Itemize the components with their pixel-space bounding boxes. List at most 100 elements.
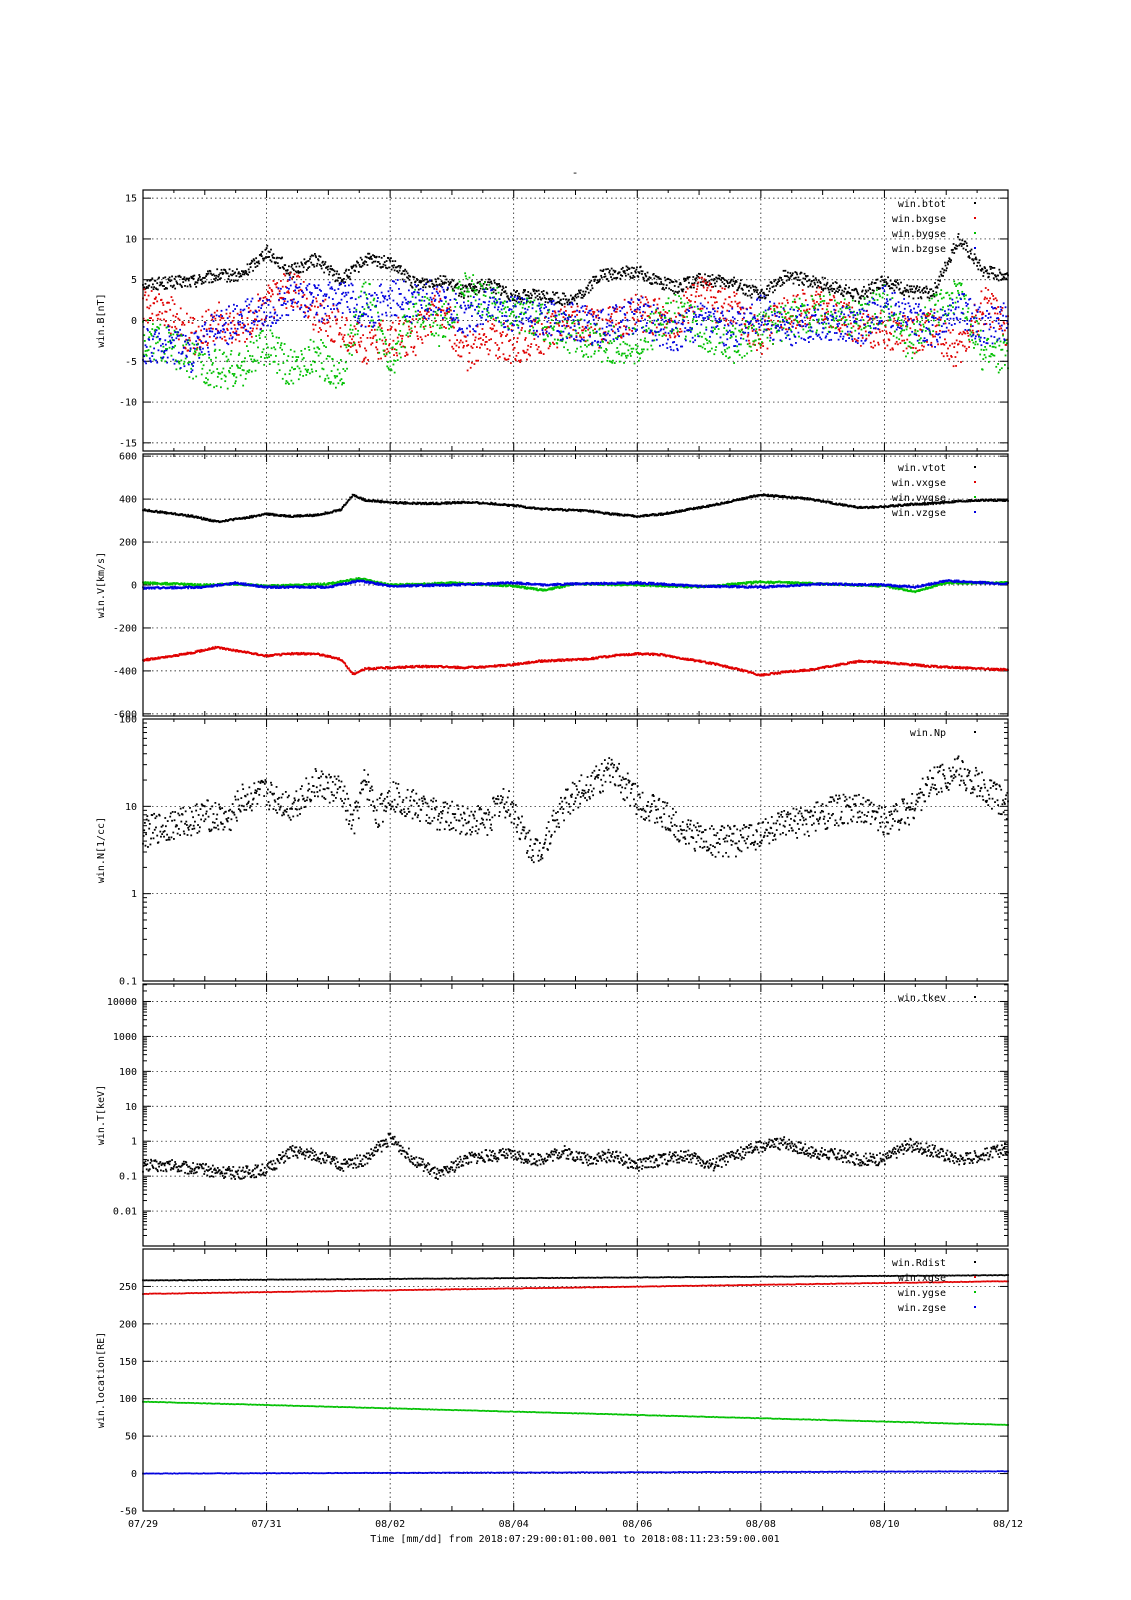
series-points bbox=[142, 493, 1009, 677]
series-points bbox=[142, 755, 1009, 864]
y-axis-label: win.N[1/cc] bbox=[96, 817, 107, 883]
y-axis-label: win.location[RE] bbox=[96, 1332, 107, 1428]
panel-4: 10000 1000 100 10 1 0.1 0.01 win.T[keV] win.tkev bbox=[96, 983, 1009, 1247]
legend-entry: win.bygse bbox=[892, 229, 946, 240]
y-tick-label: -10 bbox=[119, 398, 137, 409]
plot-frame bbox=[142, 189, 1009, 452]
series-win.ygse bbox=[142, 1400, 1009, 1426]
legend-marker bbox=[974, 1291, 976, 1293]
legend-marker bbox=[974, 202, 976, 204]
y-tick-label: 600 bbox=[119, 452, 137, 463]
legend-marker bbox=[974, 1261, 976, 1263]
y-tick-label: 0 bbox=[131, 316, 137, 327]
legend-entry: win.btot bbox=[898, 199, 946, 210]
y-tick-label: 15 bbox=[125, 194, 137, 205]
plot-frame bbox=[142, 1248, 1009, 1512]
y-tick-label: -50 bbox=[119, 1507, 137, 1518]
legend-entry: win.vzgse bbox=[892, 508, 946, 519]
legend-marker bbox=[974, 1276, 976, 1278]
legend: win.vtot win.vxgse win.vygse win.vzgse bbox=[892, 463, 976, 519]
y-tick-label: 100 bbox=[119, 1394, 137, 1405]
series-win.vzgse bbox=[142, 579, 1009, 590]
y-tick-label: -400 bbox=[113, 666, 137, 677]
series-points bbox=[142, 1132, 1009, 1180]
y-tick-label: 100 bbox=[119, 1067, 137, 1078]
y-tick-label: 150 bbox=[119, 1357, 137, 1368]
panel-1: 15 10 5 0 -5 -10 -15 win.B[nT] win.btot win.bxgse… bbox=[96, 189, 1009, 452]
legend-marker bbox=[974, 511, 976, 513]
x-tick-label: 08/08 bbox=[746, 1519, 776, 1530]
legend-marker bbox=[974, 481, 976, 483]
series-win.xgse bbox=[142, 1280, 1009, 1295]
y-tick-label: -200 bbox=[113, 623, 137, 634]
y-tick-label: 0.1 bbox=[119, 977, 137, 988]
x-tick-label: 08/02 bbox=[375, 1519, 405, 1530]
legend-entry: win.bzgse bbox=[892, 244, 946, 255]
x-tick-label: 08/06 bbox=[622, 1519, 652, 1530]
y-tick-label: -600 bbox=[113, 709, 137, 720]
y-axis-label: win.T[keV] bbox=[96, 1085, 107, 1145]
x-tick-label: 08/04 bbox=[499, 1519, 529, 1530]
y-tick-label: 200 bbox=[119, 538, 137, 549]
legend-entry: win.vygse bbox=[892, 493, 946, 504]
x-tick-label: 07/29 bbox=[128, 1519, 158, 1530]
legend-marker bbox=[974, 466, 976, 468]
legend: win.tkev bbox=[898, 993, 976, 1004]
legend-marker bbox=[974, 731, 976, 733]
x-tick-label: 08/12 bbox=[993, 1519, 1023, 1530]
series-points bbox=[142, 1274, 1009, 1475]
y-tick-label: 200 bbox=[119, 1319, 137, 1330]
plot-frame bbox=[142, 453, 1009, 717]
legend-entry: win.Rdist bbox=[892, 1258, 946, 1269]
y-tick-label: 0.1 bbox=[119, 1172, 137, 1183]
figure-title: - bbox=[572, 166, 579, 179]
y-tick-label: 0.01 bbox=[113, 1207, 137, 1218]
legend-marker bbox=[974, 217, 976, 219]
y-tick-label: 400 bbox=[119, 495, 137, 506]
y-tick-label: 10000 bbox=[107, 997, 137, 1008]
legend-entry: win.vtot bbox=[898, 463, 946, 474]
legend: win.btot win.bxgse win.bygse win.bzgse bbox=[892, 199, 976, 255]
legend-entry: win.Np bbox=[910, 728, 946, 739]
y-tick-label: 5 bbox=[131, 275, 137, 286]
x-tick-label: 08/10 bbox=[869, 1519, 899, 1530]
y-tick-label: 10 bbox=[125, 234, 137, 245]
series-win.vxgse bbox=[142, 645, 1009, 677]
legend-entry: win.vxgse bbox=[892, 478, 946, 489]
series-win.Rdist bbox=[142, 1274, 1009, 1282]
panel-2: 600 400 200 0 -200 -400 -600 win.V[km/s] win.vto… bbox=[96, 452, 1009, 720]
y-tick-label: 0 bbox=[131, 581, 137, 592]
y-tick-label: 10 bbox=[125, 1102, 137, 1113]
y-tick-label: 1000 bbox=[113, 1032, 137, 1043]
series-win.Np bbox=[142, 755, 1009, 864]
x-tick-label: 07/31 bbox=[252, 1519, 282, 1530]
series-points bbox=[142, 233, 1009, 390]
panel-3: 100 10 1 0.1 win.N[1/cc] win.Np bbox=[96, 715, 1009, 988]
legend-marker bbox=[974, 996, 976, 998]
legend-entry: win.xgse bbox=[898, 1273, 946, 1284]
plot-frame bbox=[142, 983, 1009, 1247]
legend-entry: win.ygse bbox=[898, 1288, 946, 1299]
y-tick-label: 10 bbox=[125, 802, 137, 813]
legend-marker bbox=[974, 1306, 976, 1308]
y-axis-label: win.B[nT] bbox=[96, 293, 107, 347]
y-tick-label: -5 bbox=[125, 357, 137, 368]
series-win.zgse bbox=[142, 1470, 1009, 1475]
legend: win.Rdist win.xgse win.ygse win.zgse bbox=[892, 1258, 976, 1314]
y-tick-label: 100 bbox=[119, 715, 137, 726]
y-tick-label: 50 bbox=[125, 1432, 137, 1443]
plot-frame bbox=[142, 718, 1009, 982]
legend-marker bbox=[974, 232, 976, 234]
x-axis-label: Time [mm/dd] from 2018:07:29:00:01:00.00… bbox=[370, 1534, 779, 1545]
y-tick-label: 250 bbox=[119, 1282, 137, 1293]
legend-marker bbox=[974, 247, 976, 249]
legend-entry: win.tkev bbox=[898, 993, 946, 1004]
legend-entry: win.zgse bbox=[898, 1303, 946, 1314]
series-win.tkev bbox=[142, 1132, 1009, 1180]
y-axis-label: win.V[km/s] bbox=[96, 552, 107, 618]
y-tick-label: 1 bbox=[131, 1137, 137, 1148]
panel-5: 250 200 150 100 50 0 -50 win.location[RE] win.Rd… bbox=[96, 1248, 1009, 1518]
y-tick-label: 0 bbox=[131, 1469, 137, 1480]
series-win.bzgse bbox=[142, 276, 1009, 373]
